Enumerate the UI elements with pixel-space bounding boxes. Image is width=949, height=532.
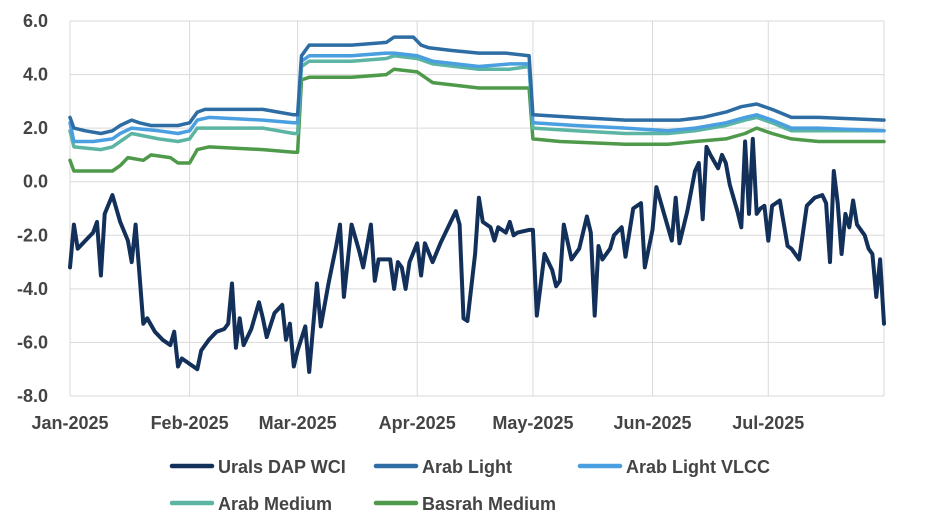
- series-line-arab-light-vlcc: [68, 51, 886, 144]
- x-tick-label: Apr-2025: [379, 413, 456, 433]
- series-line-arab-medium: [68, 54, 886, 152]
- x-tick-label: Jul-2025: [732, 413, 804, 433]
- series-line-basrah-medium: [68, 67, 886, 173]
- series-line-arab-light: [68, 35, 886, 136]
- legend-label: Urals DAP WCI: [218, 457, 346, 477]
- x-tick-label: Feb-2025: [151, 413, 229, 433]
- legend-label: Arab Light: [422, 457, 512, 477]
- y-tick-label: 6.0: [23, 11, 48, 31]
- y-tick-label: -6.0: [17, 332, 48, 352]
- series-lines: [68, 35, 886, 374]
- legend: Urals DAP WCI Arab Light Arab Light VLCC Ar…: [169, 457, 770, 514]
- legend-label: Basrah Medium: [422, 494, 556, 514]
- x-tick-label: May-2025: [492, 413, 573, 433]
- y-tick-label: 4.0: [23, 65, 48, 85]
- legend-label: Arab Medium: [218, 494, 332, 514]
- series-line-urals-dap-wci: [68, 136, 886, 374]
- x-tick-label: Jun-2025: [614, 413, 692, 433]
- y-tick-label: -2.0: [17, 225, 48, 245]
- y-tick-label: -4.0: [17, 279, 48, 299]
- x-axis-labels: Jan-2025 Feb-2025 Mar-2025 Apr-2025 May-2025…: [31, 413, 804, 433]
- y-tick-label: -8.0: [17, 386, 48, 406]
- y-tick-label: 0.0: [23, 172, 48, 192]
- x-tick-label: Mar-2025: [259, 413, 337, 433]
- x-tick-label: Jan-2025: [31, 413, 108, 433]
- y-axis-labels: 6.0 4.0 2.0 0.0 -2.0 -4.0 -6.0 -8.0: [17, 11, 48, 406]
- y-tick-label: 2.0: [23, 118, 48, 138]
- legend-label: Arab Light VLCC: [626, 457, 770, 477]
